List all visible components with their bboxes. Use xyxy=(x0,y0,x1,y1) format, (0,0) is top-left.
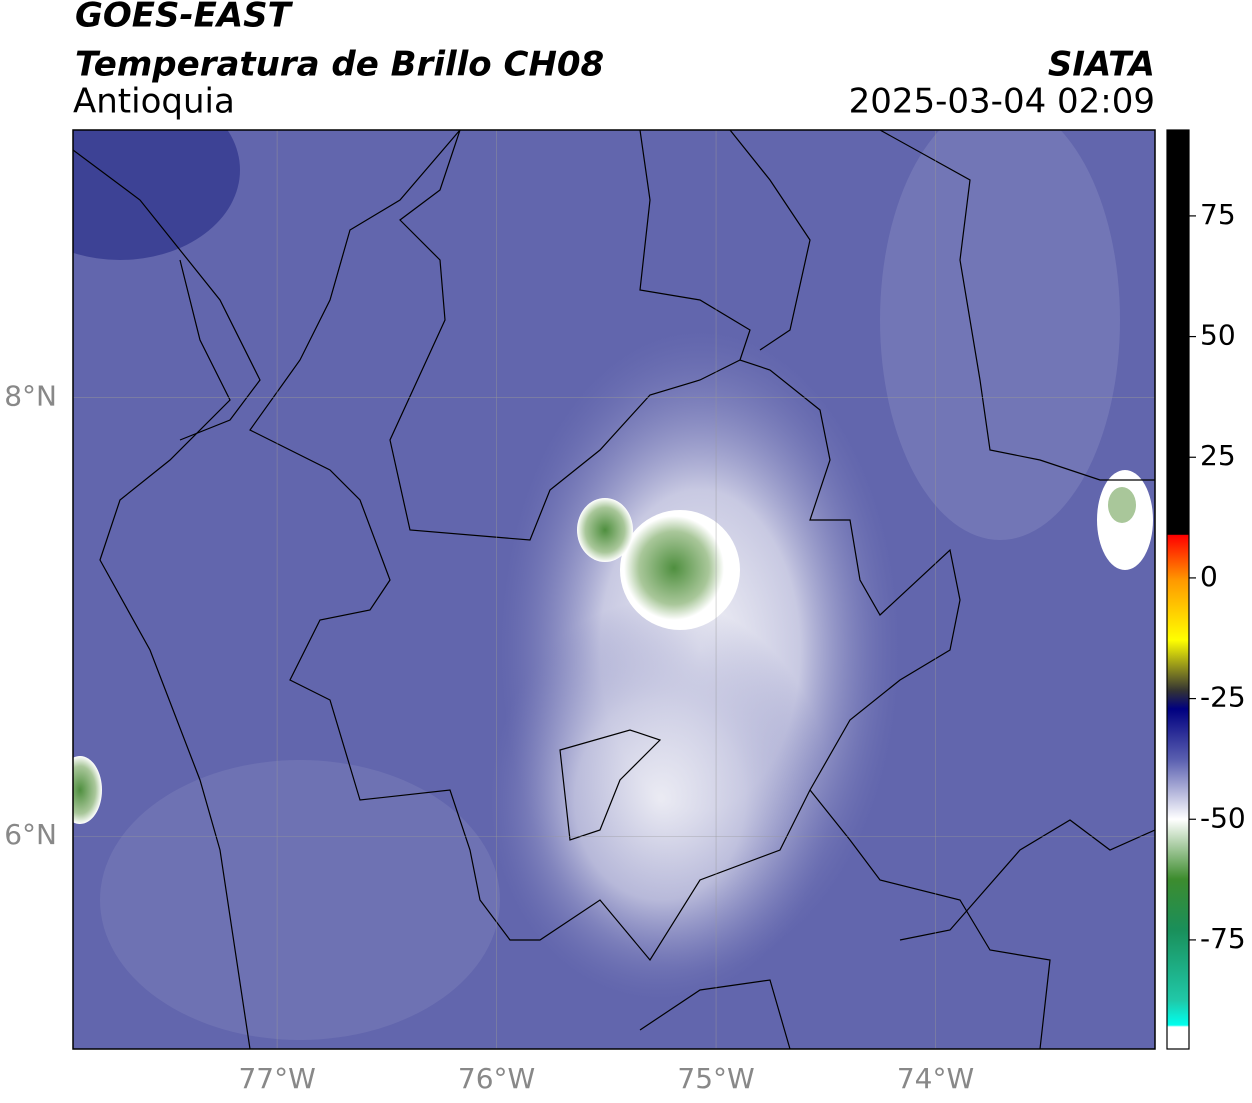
title: GOES-EAST xyxy=(75,0,294,36)
colorbar-tick-label: 50 xyxy=(1200,319,1236,352)
colorbar-tick-label: 25 xyxy=(1200,439,1236,472)
colorbar-tick-label: -50 xyxy=(1200,801,1246,834)
map-frame xyxy=(72,129,1156,1050)
lon-label: 77°W xyxy=(238,1062,315,1095)
source: SIATA xyxy=(1048,45,1155,85)
lon-label: 74°W xyxy=(897,1062,974,1095)
colorbar-tick-label: -75 xyxy=(1200,922,1246,955)
lon-label: 75°W xyxy=(677,1062,754,1095)
satellite-image xyxy=(73,130,1155,1049)
colorbar xyxy=(1166,129,1190,1050)
colorbar-tick-label: 75 xyxy=(1200,198,1236,231)
lat-label: 8°N xyxy=(4,380,57,413)
graticule xyxy=(73,130,1155,1049)
colorbar-tick-label: -25 xyxy=(1200,681,1246,714)
lon-label: 76°W xyxy=(458,1062,535,1095)
subtitle: Temperatura de Brillo CH08 xyxy=(75,45,604,85)
colorbar-tick-label: 0 xyxy=(1200,560,1218,593)
datetime: 2025-03-04 02:09 xyxy=(849,82,1155,122)
region: Antioquia xyxy=(73,82,235,122)
lat-label: 6°N xyxy=(4,818,57,851)
